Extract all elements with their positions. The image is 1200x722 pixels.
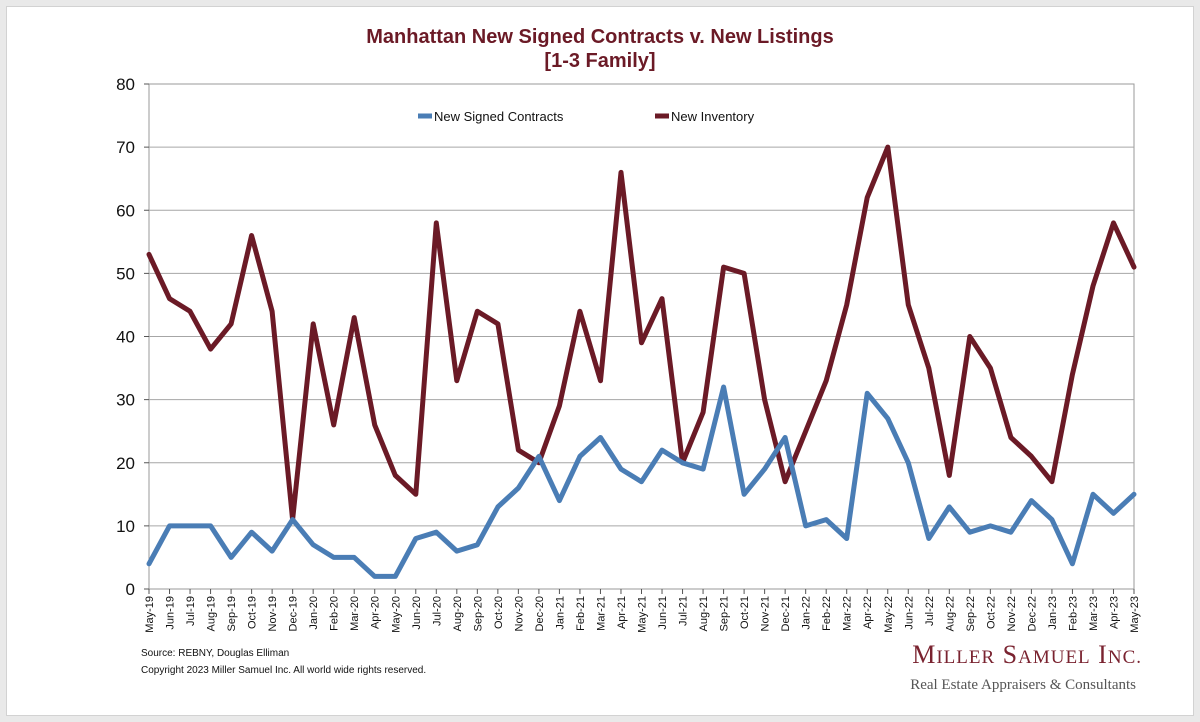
- company-logo: MILLER SAMUEL INC.: [912, 640, 1142, 669]
- y-tick-label: 70: [116, 138, 135, 157]
- chart-title: Manhattan New Signed Contracts v. New Li…: [366, 26, 834, 48]
- x-tick-label: May-22: [883, 596, 895, 633]
- legend-label: New Inventory: [671, 109, 755, 124]
- x-tick-label: Jan-23: [1047, 596, 1059, 630]
- x-tick-label: Apr-23: [1108, 596, 1120, 629]
- y-tick-label: 40: [116, 328, 135, 347]
- x-tick-label: Aug-19: [206, 596, 218, 631]
- x-tick-label: Oct-22: [985, 596, 997, 629]
- x-tick-label: Mar-23: [1088, 596, 1100, 631]
- x-tick-label: Feb-20: [329, 596, 341, 631]
- x-tick-label: Dec-19: [288, 596, 300, 631]
- y-tick-label: 30: [116, 391, 135, 410]
- x-tick-label: Feb-23: [1067, 596, 1079, 631]
- y-tick-label: 0: [126, 580, 135, 599]
- source-note: Source: REBNY, Douglas Elliman: [141, 648, 290, 659]
- x-tick-label: Jul-19: [185, 596, 197, 626]
- y-tick-label: 50: [116, 264, 135, 283]
- x-tick-label: Aug-22: [944, 596, 956, 631]
- x-tick-label: Apr-22: [862, 596, 874, 629]
- x-tick-label: Oct-20: [493, 596, 505, 629]
- x-tick-label: Apr-21: [616, 596, 628, 629]
- x-tick-label: Mar-20: [349, 596, 361, 631]
- x-tick-label: Mar-21: [595, 596, 607, 631]
- x-tick-label: Jan-20: [308, 596, 320, 630]
- series-line-new-inventory: [146, 144, 1137, 523]
- x-tick-label: Nov-21: [760, 596, 772, 631]
- company-tagline: Real Estate Appraisers & Consultants: [910, 677, 1136, 693]
- x-tick-label: Feb-21: [575, 596, 587, 631]
- y-tick-label: 20: [116, 454, 135, 473]
- y-tick-label: 60: [116, 201, 135, 220]
- x-tick-label: Sep-22: [965, 596, 977, 631]
- x-tick-label: Jul-20: [431, 596, 443, 626]
- x-tick-label: Oct-21: [739, 596, 751, 629]
- y-axis-ticks: 0 10 20 30 40 50 60 70 80: [116, 75, 149, 599]
- legend: New Signed Contracts New Inventory: [418, 109, 755, 124]
- x-tick-label: Jun-21: [657, 596, 669, 630]
- x-tick-label: Nov-20: [513, 596, 525, 631]
- x-tick-label: Sep-19: [226, 596, 238, 631]
- x-tick-label: May-20: [390, 596, 402, 633]
- x-tick-label: May-21: [637, 596, 649, 633]
- y-tick-label: 10: [116, 517, 135, 536]
- x-tick-label: Dec-20: [534, 596, 546, 631]
- x-tick-label: Apr-20: [370, 596, 382, 629]
- x-tick-label: May-19: [144, 596, 156, 633]
- y-tick-label: 80: [116, 75, 135, 94]
- x-tick-label: Dec-21: [780, 596, 792, 631]
- x-tick-label: Jul-21: [678, 596, 690, 626]
- x-tick-label: Aug-21: [698, 596, 710, 631]
- x-tick-label: Nov-22: [1006, 596, 1018, 631]
- x-tick-label: Nov-19: [267, 596, 279, 631]
- x-tick-label: Jun-19: [165, 596, 177, 630]
- x-tick-label: Sep-21: [719, 596, 731, 631]
- legend-label: New Signed Contracts: [434, 109, 564, 124]
- x-tick-label: May-23: [1129, 596, 1141, 633]
- copyright-note: Copyright 2023 Miller Samuel Inc. All wo…: [141, 665, 427, 676]
- x-tick-label: Jul-22: [924, 596, 936, 626]
- x-axis-ticks: May-19 Jun-19 Jul-19 Aug-19 Sep-19 Oct-19 Nov-…: [144, 589, 1141, 633]
- x-tick-label: Feb-22: [821, 596, 833, 631]
- x-tick-label: Jan-21: [554, 596, 566, 630]
- series-line-new-signed-contracts: [146, 384, 1137, 579]
- x-tick-label: Mar-22: [842, 596, 854, 631]
- x-tick-label: Dec-22: [1026, 596, 1038, 631]
- x-tick-label: Jun-22: [903, 596, 915, 630]
- x-tick-label: Sep-20: [472, 596, 484, 631]
- series-lines: [146, 144, 1137, 579]
- x-tick-label: Aug-20: [452, 596, 464, 631]
- x-tick-label: Oct-19: [247, 596, 259, 629]
- x-tick-label: Jun-20: [411, 596, 423, 630]
- chart-subtitle: [1-3 Family]: [544, 50, 656, 72]
- x-tick-label: Jan-22: [801, 596, 813, 630]
